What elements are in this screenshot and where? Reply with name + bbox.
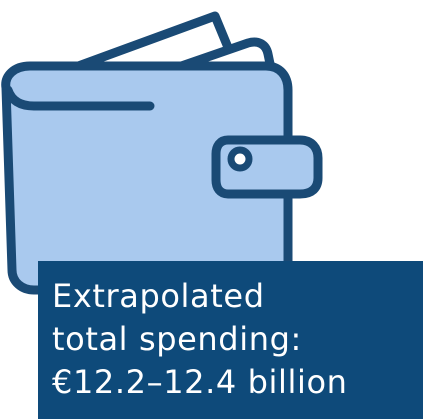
spending-info-box: Extrapolated total spending: €12.2–12.4 … [38,261,423,419]
info-line-2: total spending: [52,320,302,358]
info-line-3: €12.2–12.4 billion [52,363,348,401]
wallet-icon [1,11,323,295]
info-line-1: Extrapolated [52,277,265,315]
wallet-button-icon [227,146,253,172]
wallet-fold-icon [3,85,155,111]
